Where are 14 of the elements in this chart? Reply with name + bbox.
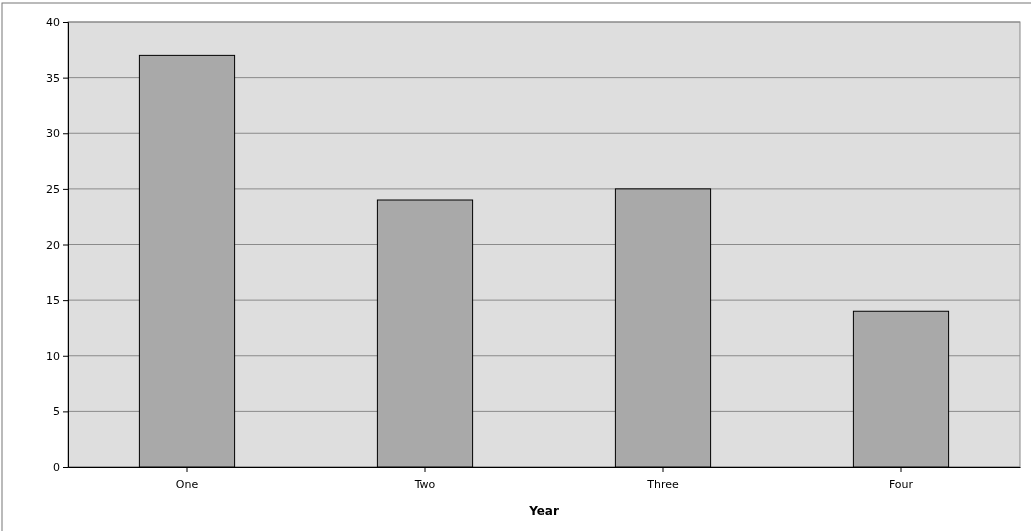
- y-tick-label: 0: [53, 461, 60, 475]
- y-tick-label: 35: [46, 71, 60, 85]
- x-tick-label: Three: [646, 478, 679, 492]
- y-tick-label: 40: [46, 16, 60, 30]
- y-tick-label: 30: [46, 127, 60, 141]
- x-tick-label: One: [175, 478, 199, 492]
- x-tick-label: Four: [888, 478, 914, 492]
- y-tick-label: 15: [46, 294, 60, 308]
- x-axis-title: Year: [528, 504, 559, 518]
- y-tick-label: 20: [46, 238, 60, 252]
- x-tick-label: Two: [413, 478, 436, 492]
- y-tick-label: 10: [46, 349, 60, 363]
- y-tick-label: 25: [46, 182, 60, 196]
- y-tick-label: 5: [53, 405, 60, 419]
